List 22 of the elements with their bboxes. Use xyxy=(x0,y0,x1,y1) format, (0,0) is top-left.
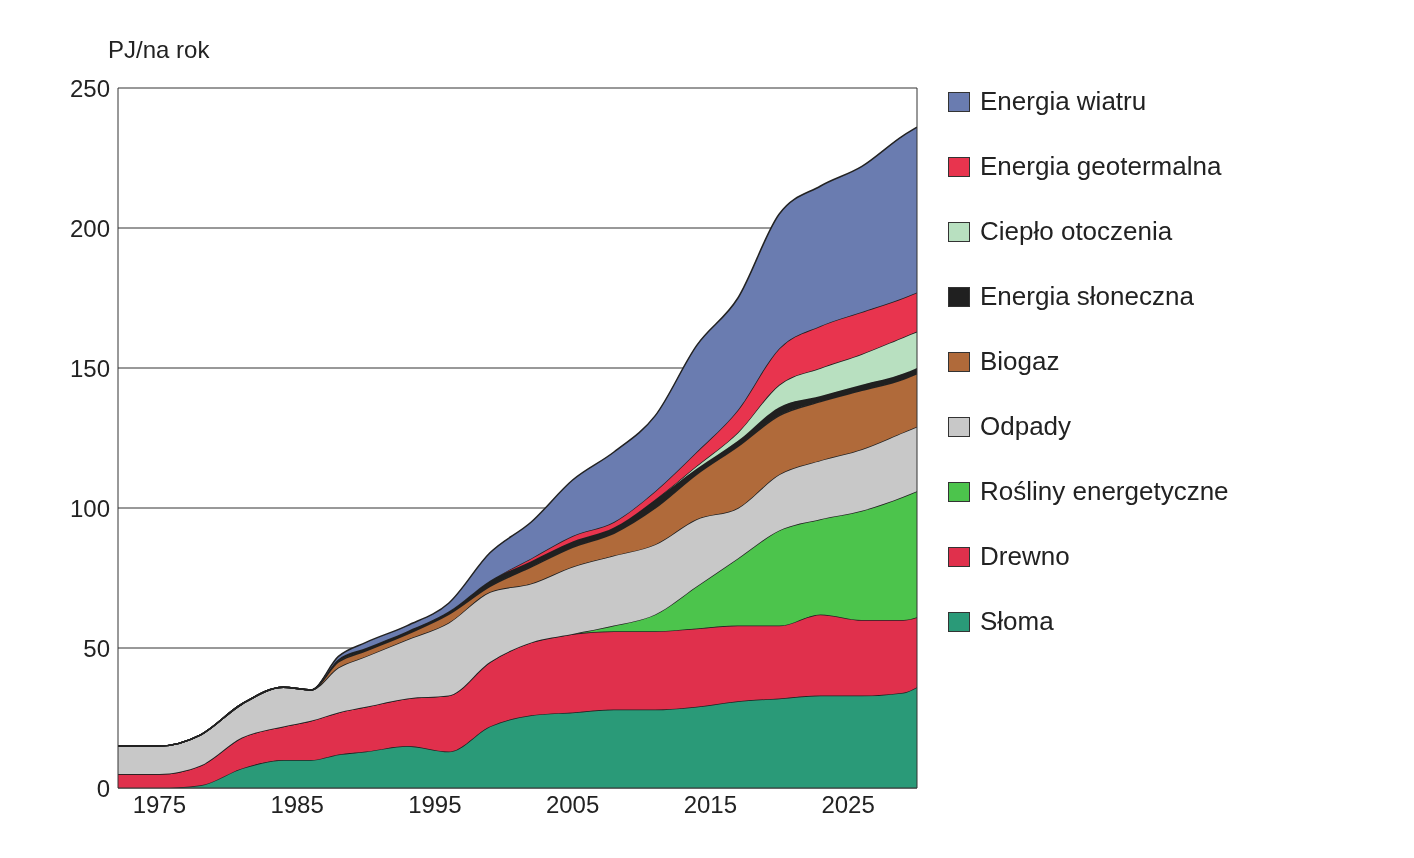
y-tick-label: 150 xyxy=(69,354,110,382)
x-tick-label: 1995 xyxy=(408,791,462,819)
y-tick-label: 50 xyxy=(83,634,110,662)
y-tick-label: 200 xyxy=(69,214,110,242)
x-tick-label: 1975 xyxy=(132,791,187,819)
y-tick-label: 250 xyxy=(69,74,110,102)
legend-label: Rośliny energetyczne xyxy=(980,476,1229,507)
legend-label: Biogaz xyxy=(980,346,1060,377)
legend-label: Energia słoneczna xyxy=(980,281,1194,312)
y-tick-label: 0 xyxy=(96,774,110,802)
legend-label: Słoma xyxy=(980,606,1054,637)
legend-label: Energia geotermalna xyxy=(980,151,1222,182)
legend-label: Energia wiatru xyxy=(980,86,1147,117)
x-tick-label: 2025 xyxy=(821,791,875,819)
x-tick-label: 2005 xyxy=(545,791,600,819)
y-axis-title: PJ/na rok xyxy=(108,36,210,64)
x-tick-label: 1985 xyxy=(270,791,324,819)
y-tick-label: 100 xyxy=(69,494,110,522)
legend-label: Odpady xyxy=(980,411,1072,442)
legend-label: Drewno xyxy=(980,541,1070,572)
legend-label: Ciepło otoczenia xyxy=(980,216,1173,247)
x-tick-label: 2015 xyxy=(683,791,738,819)
